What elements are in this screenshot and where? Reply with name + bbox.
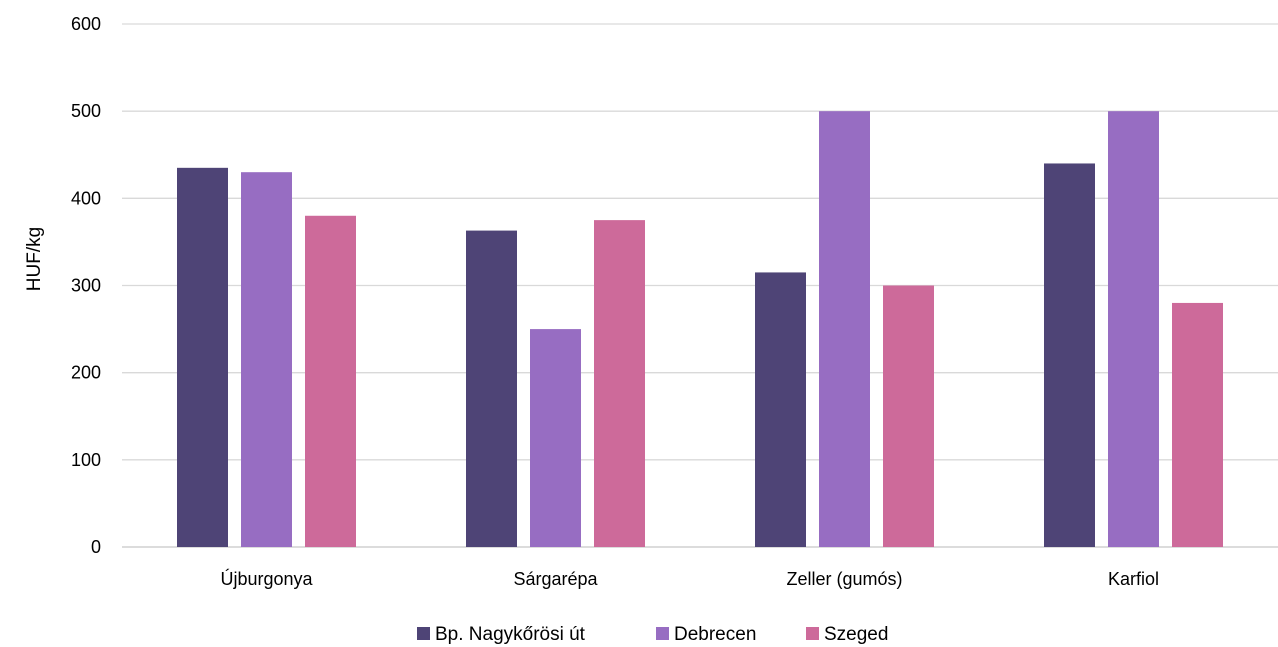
legend-swatch (417, 627, 430, 640)
x-tick-label: Újburgonya (220, 568, 313, 589)
y-axis-title: HUF/kg (24, 227, 45, 291)
legend: Bp. Nagykőrösi út Debrecen Szeged (417, 624, 888, 645)
bar-debrecen-1 (530, 329, 581, 547)
bar-szeged-0 (305, 215, 356, 547)
bar-bp-nagyk-r-si-t-0 (177, 167, 228, 547)
y-tick-label: 500 (71, 101, 101, 121)
y-tick-label: 200 (71, 363, 101, 383)
bar-szeged-3 (1172, 302, 1223, 547)
bar-szeged-1 (594, 220, 645, 547)
bar-szeged-2 (883, 285, 934, 547)
bar-bp-nagyk-r-si-t-1 (466, 230, 517, 547)
x-tick-label: Zeller (gumós) (786, 569, 902, 589)
legend-label: Bp. Nagykőrösi út (435, 624, 586, 645)
bar-bp-nagyk-r-si-t-2 (755, 272, 806, 547)
x-tick-label: Sárgarépa (513, 569, 598, 589)
bar-debrecen-2 (819, 111, 870, 548)
bar-debrecen-3 (1108, 111, 1159, 548)
legend-swatch (806, 627, 819, 640)
x-tick-label: Karfiol (1108, 569, 1159, 589)
y-tick-label: 600 (71, 14, 101, 34)
legend-label: Szeged (824, 624, 888, 645)
y-tick-label: 0 (91, 537, 101, 557)
y-tick-label: 300 (71, 276, 101, 296)
legend-label: Debrecen (674, 624, 756, 645)
y-tick-label: 100 (71, 450, 101, 470)
legend-swatch (656, 627, 669, 640)
bar-bp-nagyk-r-si-t-3 (1044, 163, 1095, 547)
bar-debrecen-0 (241, 172, 292, 547)
gridlines (122, 23, 1278, 548)
bars (177, 111, 1223, 548)
x-axis-ticks: Újburgonya Sárgarépa Zeller (gumós) Karfiol (220, 568, 1159, 589)
y-axis-ticks: 0 100 200 300 400 500 600 (71, 14, 101, 557)
y-tick-label: 400 (71, 188, 101, 208)
